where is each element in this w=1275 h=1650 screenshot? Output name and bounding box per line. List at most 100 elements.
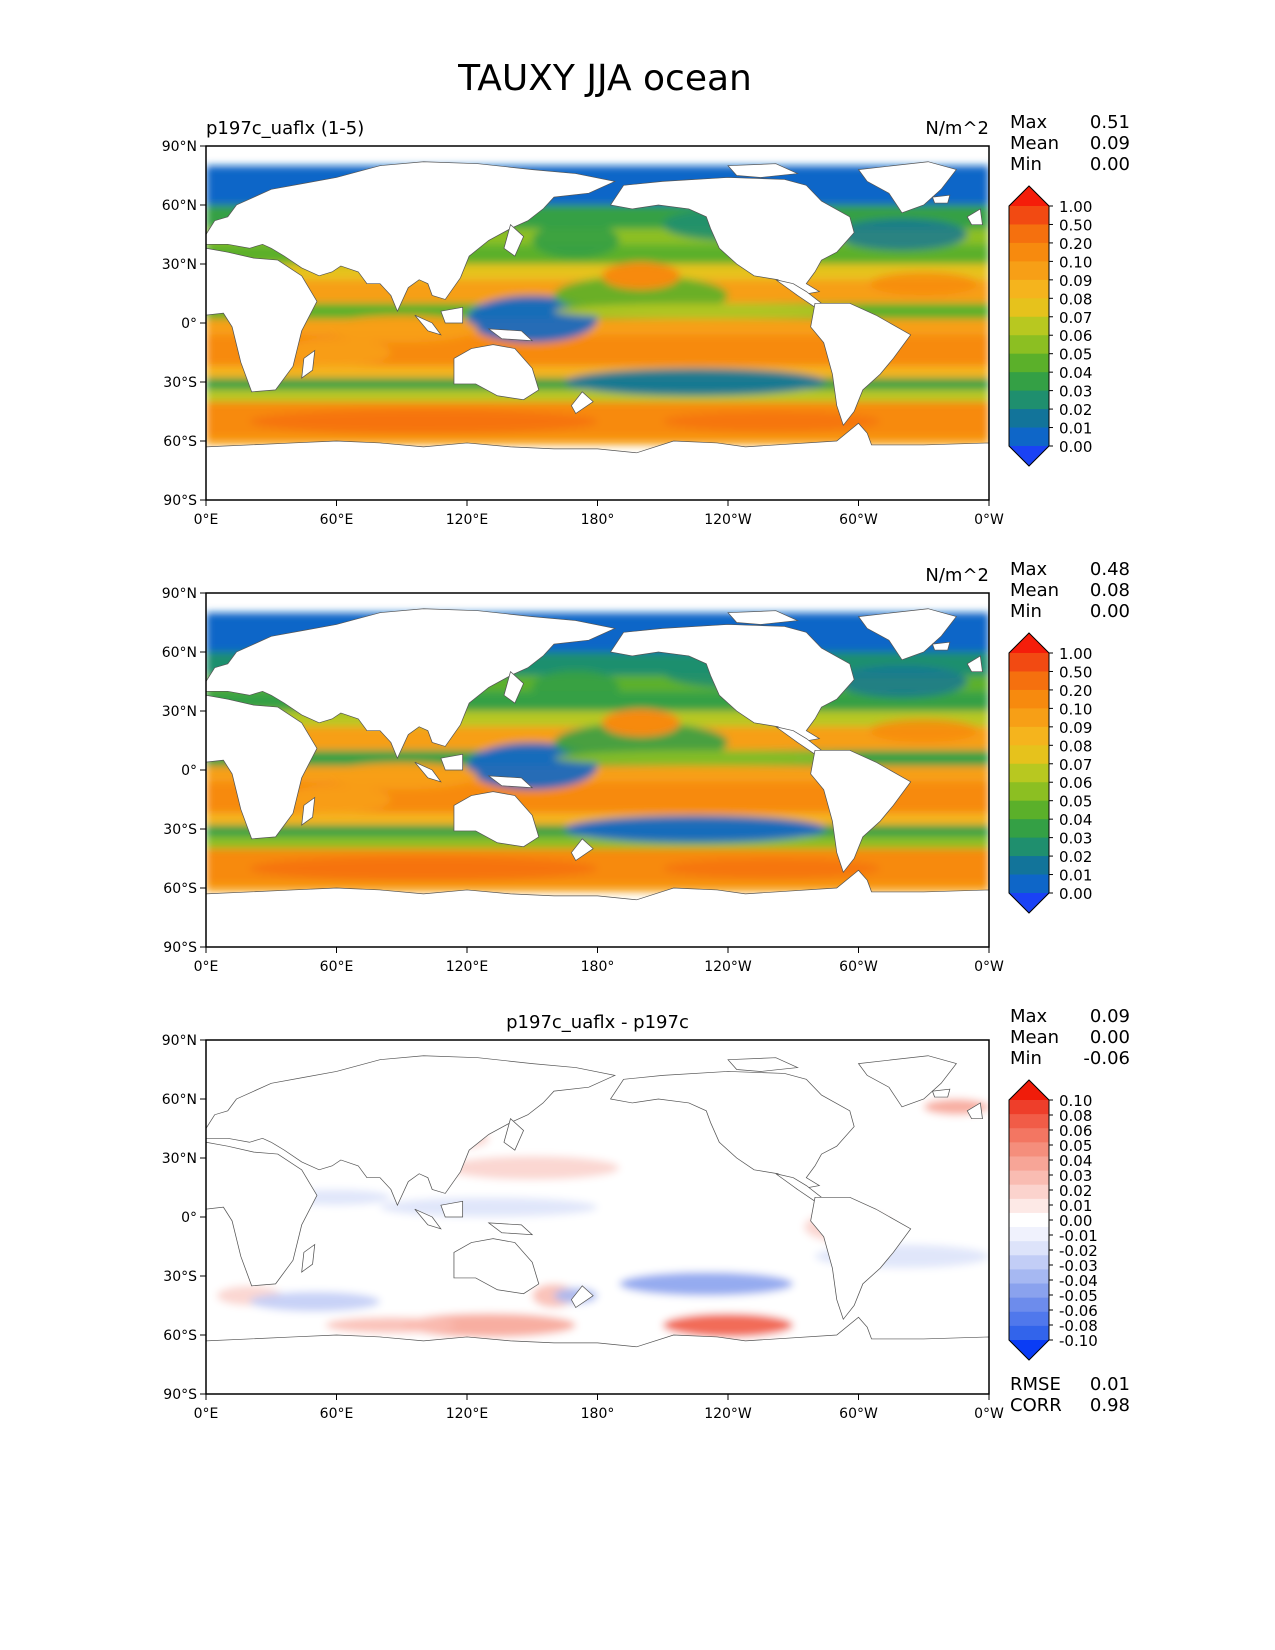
colorbar-label: 0.04	[1059, 364, 1092, 382]
colorbar-label: -0.06	[1059, 1302, 1098, 1320]
panel-units: N/m^2	[925, 118, 989, 139]
colorbar-segment	[1009, 206, 1049, 225]
colorbar-label: 0.06	[1059, 327, 1092, 345]
colorbar-label: 1.00	[1059, 645, 1092, 663]
stat-label-mean: Mean	[1010, 133, 1059, 154]
stat-value-min: 0.00	[1090, 154, 1130, 175]
field-patch	[836, 218, 968, 251]
stat-label-mean: Mean	[1010, 1027, 1059, 1048]
lon-tick-label: 0°E	[194, 1406, 219, 1422]
field	[206, 608, 989, 947]
colorbar-segment	[1009, 1212, 1049, 1228]
lon-tick-label: 0°E	[194, 959, 219, 975]
field-patch	[601, 709, 681, 737]
colorbar-segment	[1009, 261, 1049, 281]
field-patch	[662, 411, 881, 432]
lat-tick-label: 60°S	[163, 881, 197, 897]
lon-tick-label: 60°E	[320, 512, 354, 528]
lat-tick-label: 60°N	[162, 1092, 197, 1108]
colorbar-segment	[1009, 1269, 1049, 1285]
colorbar-label: -0.08	[1059, 1317, 1098, 1335]
colorbar-label: 1.00	[1059, 198, 1092, 216]
colorbar-label: -0.05	[1059, 1287, 1098, 1305]
colorbar-label: 0.05	[1059, 1137, 1092, 1155]
field-patch	[249, 856, 598, 881]
colorbar-label: 0.50	[1059, 216, 1092, 234]
stat-value-max: 0.09	[1090, 1006, 1130, 1027]
field-patch	[325, 1317, 457, 1334]
colorbar-label: 0.08	[1059, 1107, 1092, 1125]
colorbar-label: -0.03	[1059, 1257, 1098, 1275]
field-patch	[554, 303, 859, 320]
field-patch	[325, 762, 478, 790]
colorbar-segment	[1009, 856, 1049, 876]
colorbar-segment	[1009, 1198, 1049, 1214]
field	[206, 161, 989, 500]
stat-value-mean: 0.09	[1090, 133, 1130, 154]
colorbar-label: -0.04	[1059, 1272, 1098, 1290]
colorbar-segment	[1009, 1255, 1049, 1270]
field-patch	[601, 262, 681, 290]
stat-value-min: 0.00	[1090, 601, 1130, 622]
colorbar-segment	[1009, 353, 1049, 373]
lat-tick-label: 90°N	[162, 586, 197, 602]
panels: 90°N 60°N 30°N 0° 30°S 60°S 90°S 0°E 60°E 120°E 18…	[162, 112, 1130, 1422]
lat-tick-label: 90°S	[163, 1387, 197, 1403]
colorbar-segment	[1009, 874, 1049, 894]
field-patch	[325, 315, 478, 343]
colorbar-segment	[1009, 1241, 1049, 1256]
colorbar-label: 0.01	[1059, 420, 1092, 438]
stat-label-max: Max	[1010, 112, 1048, 133]
lat-tick-label: 90°N	[162, 1033, 197, 1049]
field-band	[206, 437, 989, 445]
stat-label-max: Max	[1010, 1006, 1048, 1027]
colorbar-label: 0.07	[1059, 309, 1092, 327]
lat-tick-label: 60°S	[163, 1328, 197, 1344]
lon-tick-label: 120°W	[704, 1406, 752, 1422]
colorbar-label: 0.05	[1059, 793, 1092, 811]
stat-value-mean: 0.08	[1090, 580, 1130, 601]
field-patch	[619, 1272, 794, 1296]
field-patch	[564, 368, 826, 396]
stat-value-min: -0.06	[1083, 1048, 1130, 1069]
panel-center-title: p197c_uaflx - p197c	[506, 1012, 689, 1033]
colorbar-label: -0.02	[1059, 1242, 1098, 1260]
field-patch	[532, 669, 620, 706]
colorbar-segment	[1009, 1297, 1049, 1313]
lat-tick-label: 0°	[181, 1210, 197, 1226]
colorbar-segment	[1009, 689, 1049, 709]
colorbar-label: 0.08	[1059, 290, 1092, 308]
colorbar-label: -0.10	[1059, 1332, 1098, 1350]
lat-tick-label: 90°N	[162, 139, 197, 155]
lon-tick-label: 60°W	[839, 512, 878, 528]
colorbar-segment	[1009, 1184, 1049, 1200]
lat-tick-label: 60°N	[162, 645, 197, 661]
stat-label-corr: CORR	[1010, 1395, 1062, 1416]
colorbar-label: 0.07	[1059, 756, 1092, 774]
colorbar: 1.000.500.200.100.090.080.070.060.050.04…	[1008, 185, 1092, 467]
panel-units: N/m^2	[925, 565, 989, 586]
field-band	[206, 813, 989, 826]
colorbar-segment	[1009, 837, 1049, 857]
lon-tick-label: 120°E	[446, 959, 489, 975]
colorbar-extend-min	[1009, 446, 1049, 466]
field-patch	[869, 718, 979, 743]
colorbar-label: 0.06	[1059, 1122, 1092, 1140]
colorbar-segment	[1009, 782, 1049, 802]
colorbar-segment	[1009, 242, 1049, 262]
field-patch	[249, 409, 598, 434]
colorbar-segment	[1009, 409, 1049, 429]
lon-tick-label: 60°E	[320, 959, 354, 975]
lat-tick-label: 30°N	[162, 257, 197, 273]
lat-tick-label: 60°N	[162, 198, 197, 214]
lat-tick-label: 30°S	[163, 822, 197, 838]
stat-label-min: Min	[1010, 601, 1042, 622]
colorbar-extend-max	[1009, 633, 1049, 653]
colorbar-label: 0.20	[1059, 682, 1092, 700]
colorbar: 1.000.500.200.100.090.080.070.060.050.04…	[1008, 632, 1092, 914]
panel-left-title: p197c_uaflx (1-5)	[206, 118, 364, 139]
colorbar-segment	[1009, 819, 1049, 839]
lon-tick-label: 0°E	[194, 512, 219, 528]
lon-tick-label: 60°W	[839, 959, 878, 975]
lon-tick-label: 60°W	[839, 1406, 878, 1422]
